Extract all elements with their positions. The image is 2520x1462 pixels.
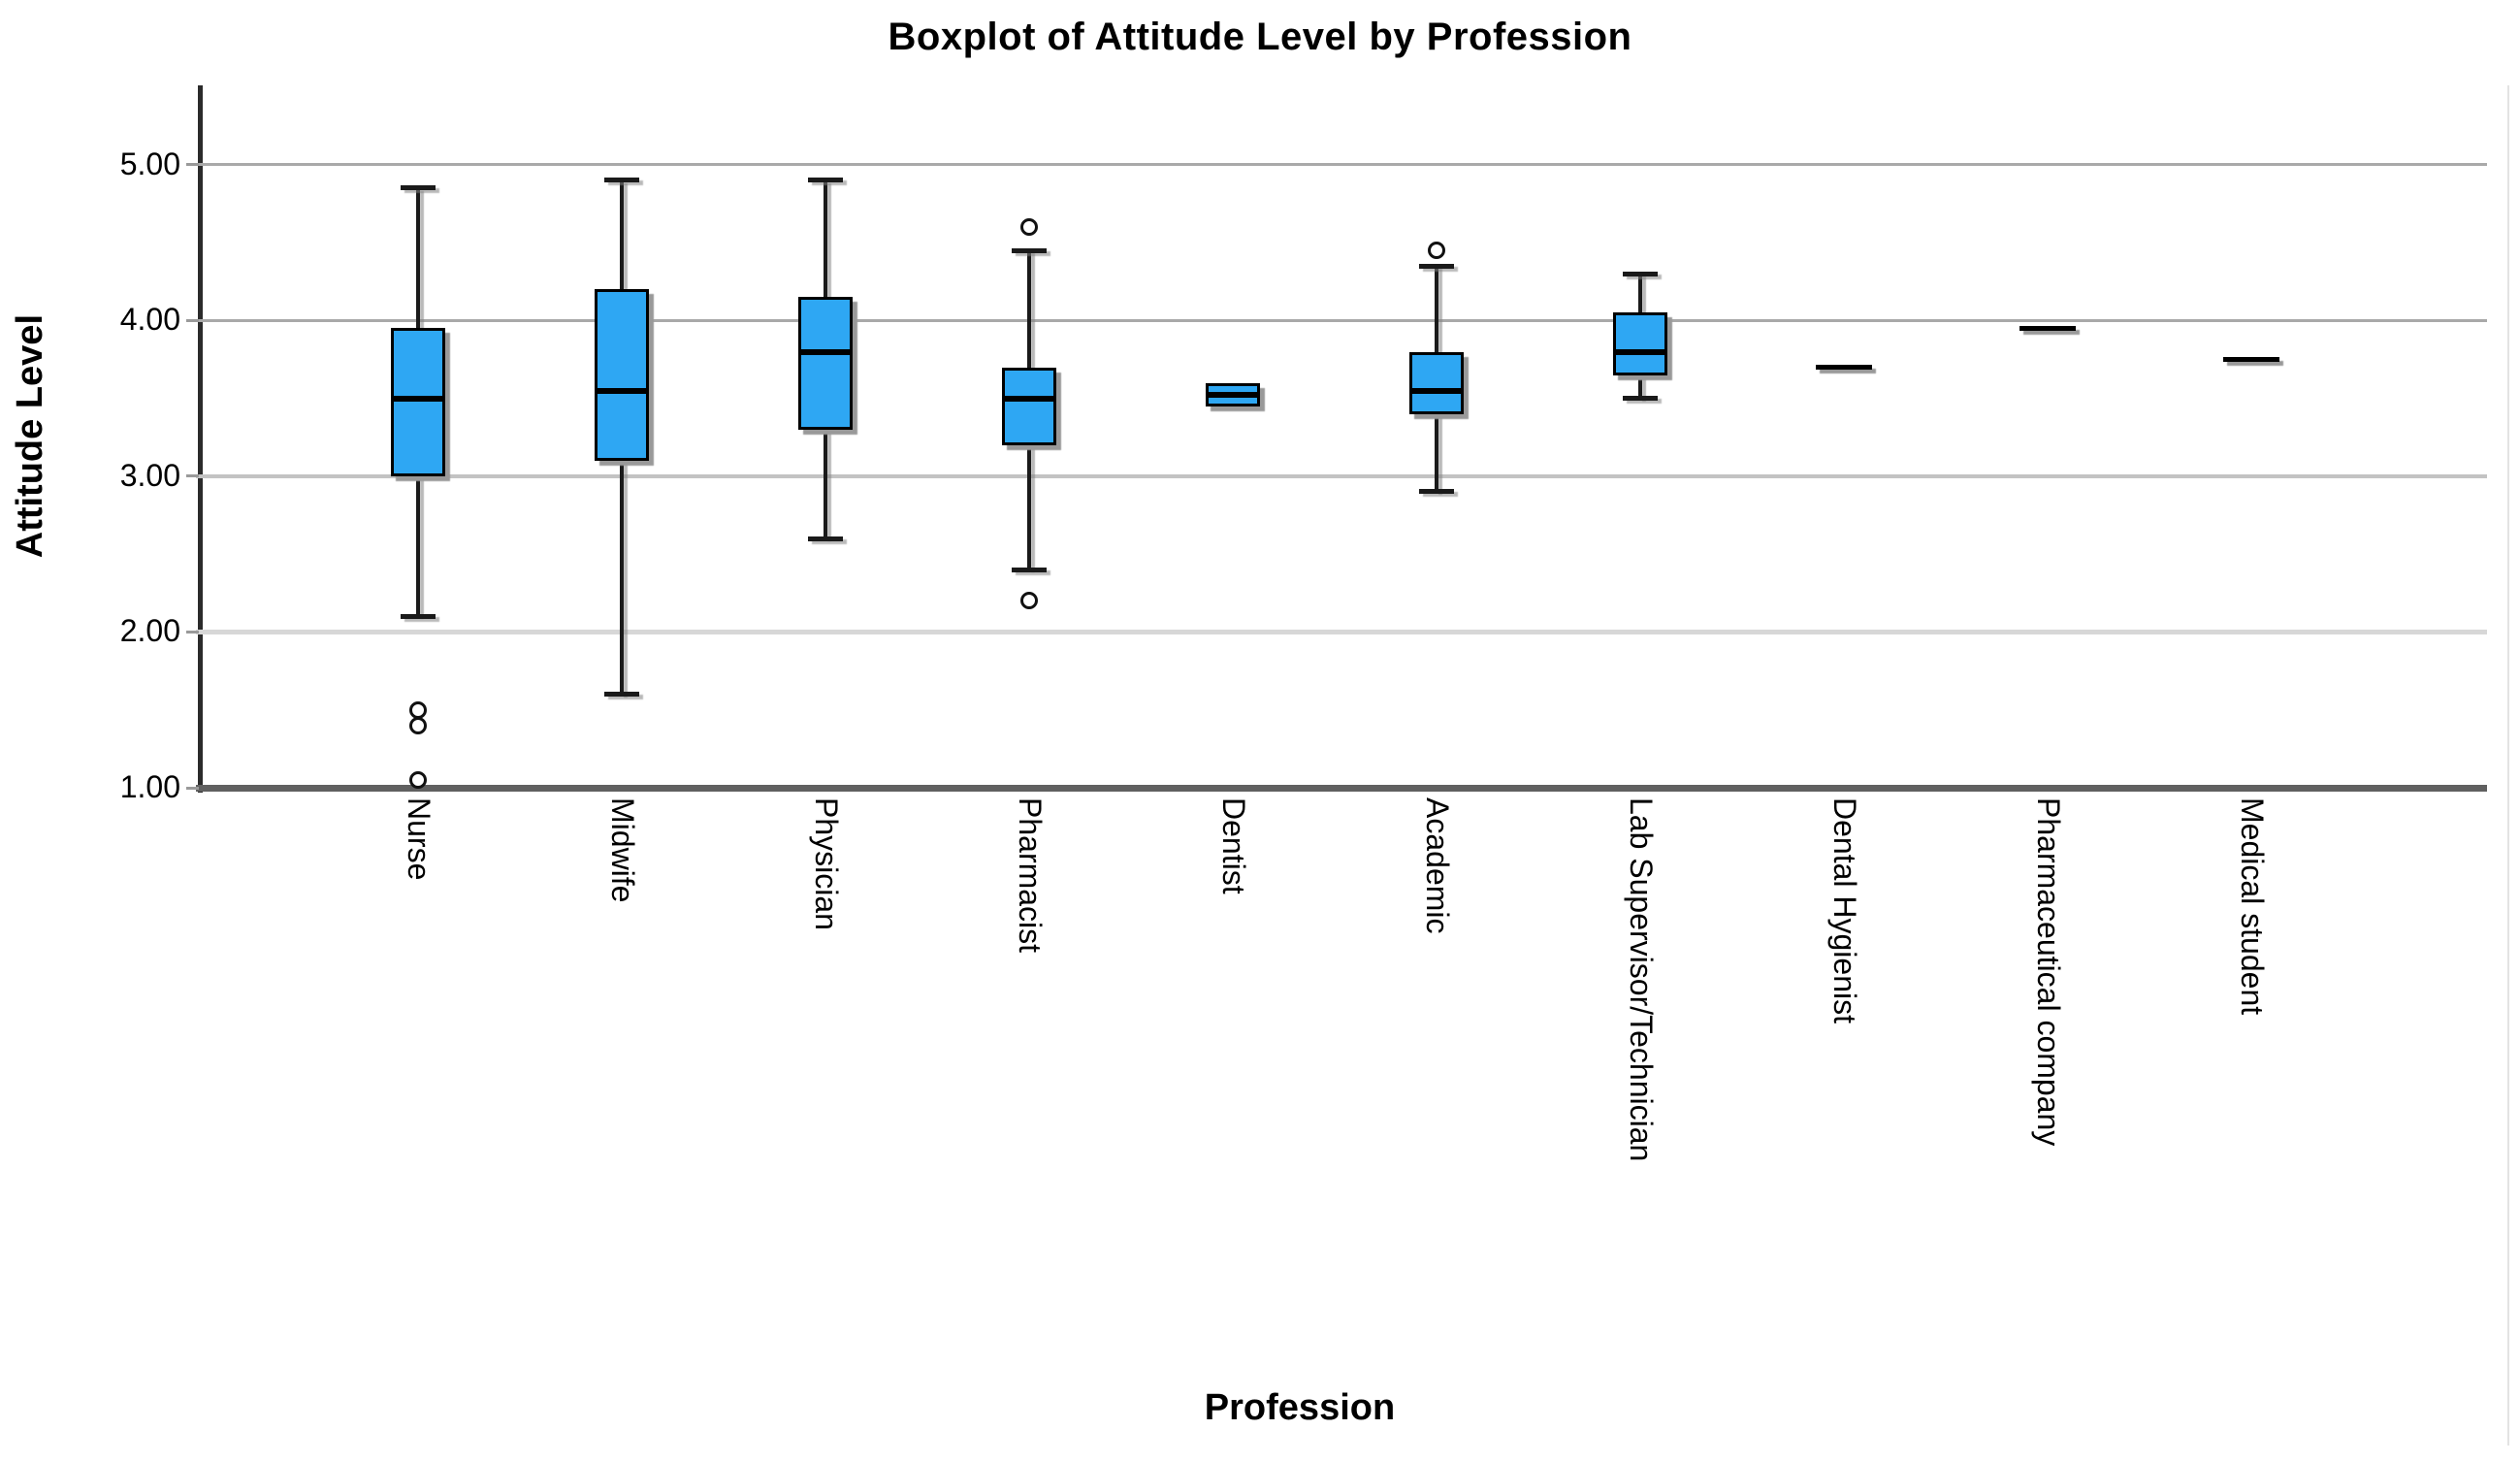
median-line	[1409, 387, 1464, 394]
box-rect	[798, 297, 853, 430]
y-axis-title-text: Attitude Level	[10, 314, 50, 559]
median-line	[798, 348, 853, 355]
y-tick-label: 3.00	[119, 457, 180, 493]
y-tick-label: 5.00	[119, 146, 180, 181]
box-rect	[1613, 312, 1667, 375]
median-line	[1206, 392, 1260, 399]
category-label: Pharmaceutical company	[2031, 797, 2066, 1147]
y-tick-label: 4.00	[119, 302, 180, 338]
whisker-cap-bottom	[1012, 567, 1047, 572]
y-tick	[186, 318, 199, 322]
category-label: Midwife	[605, 797, 640, 903]
whisker-cap-bottom	[808, 536, 843, 541]
y-tick	[186, 474, 199, 478]
whisker-cap-bottom	[604, 692, 639, 698]
median-line	[595, 387, 649, 394]
y-tick-label: 1.00	[119, 769, 180, 804]
y-tick	[186, 786, 199, 790]
x-axis-title: Profession	[1204, 1387, 1396, 1428]
outlier-circle	[1428, 242, 1445, 260]
category-label: Lab Supervisor/Technician	[1624, 797, 1659, 1162]
category-label: Physician	[809, 797, 844, 930]
y-tick	[186, 630, 199, 634]
outlier-circle	[409, 716, 427, 734]
chart-title: Boxplot of Attitude Level by Profession	[888, 16, 1632, 58]
gridline	[196, 163, 2487, 167]
box-rect	[1002, 367, 1056, 445]
y-tick	[186, 163, 199, 167]
category-label: Pharmacist	[1013, 797, 1048, 954]
category-label: Dentist	[1216, 797, 1251, 894]
outlier-circle	[409, 770, 427, 789]
category-label: Academic	[1420, 797, 1455, 934]
plot-right-frame-line	[2507, 85, 2509, 1446]
single-value-line	[1816, 365, 1872, 371]
gridline	[196, 629, 2487, 634]
median-line	[1613, 348, 1667, 355]
gridline	[196, 473, 2487, 478]
median-line	[1002, 395, 1056, 402]
y-axis-title: Attitude Level	[10, 85, 51, 788]
whisker-cap-bottom	[1419, 489, 1454, 495]
whisker-cap-top	[1419, 263, 1454, 269]
gridline	[196, 318, 2487, 322]
y-axis-line	[198, 85, 203, 793]
whisker-cap-top	[1623, 271, 1658, 276]
whisker-cap-bottom	[401, 613, 436, 619]
whisker-cap-bottom	[1623, 396, 1658, 402]
whisker-cap-top	[808, 178, 843, 183]
box-rect	[595, 289, 649, 461]
box-rect	[1409, 351, 1464, 414]
y-tick-label: 2.00	[119, 613, 180, 649]
whisker-cap-top	[401, 185, 436, 191]
box-rect	[391, 328, 445, 476]
gridline	[196, 784, 2487, 792]
single-value-line	[2019, 325, 2076, 331]
median-line	[391, 395, 445, 402]
outlier-circle	[1020, 218, 1038, 237]
whisker-cap-top	[604, 178, 639, 183]
plot-area: 1.00 2.00 3.00 4.00 5.00 Nurse Midwife Physicia…	[120, 85, 2487, 1161]
category-label: Medical student	[2235, 797, 2270, 1016]
category-label: Nurse	[402, 797, 436, 881]
single-value-line	[2223, 357, 2279, 363]
outlier-circle	[1020, 592, 1038, 610]
category-label: Dental Hygienist	[1827, 797, 1862, 1023]
whisker-cap-top	[1012, 247, 1047, 253]
